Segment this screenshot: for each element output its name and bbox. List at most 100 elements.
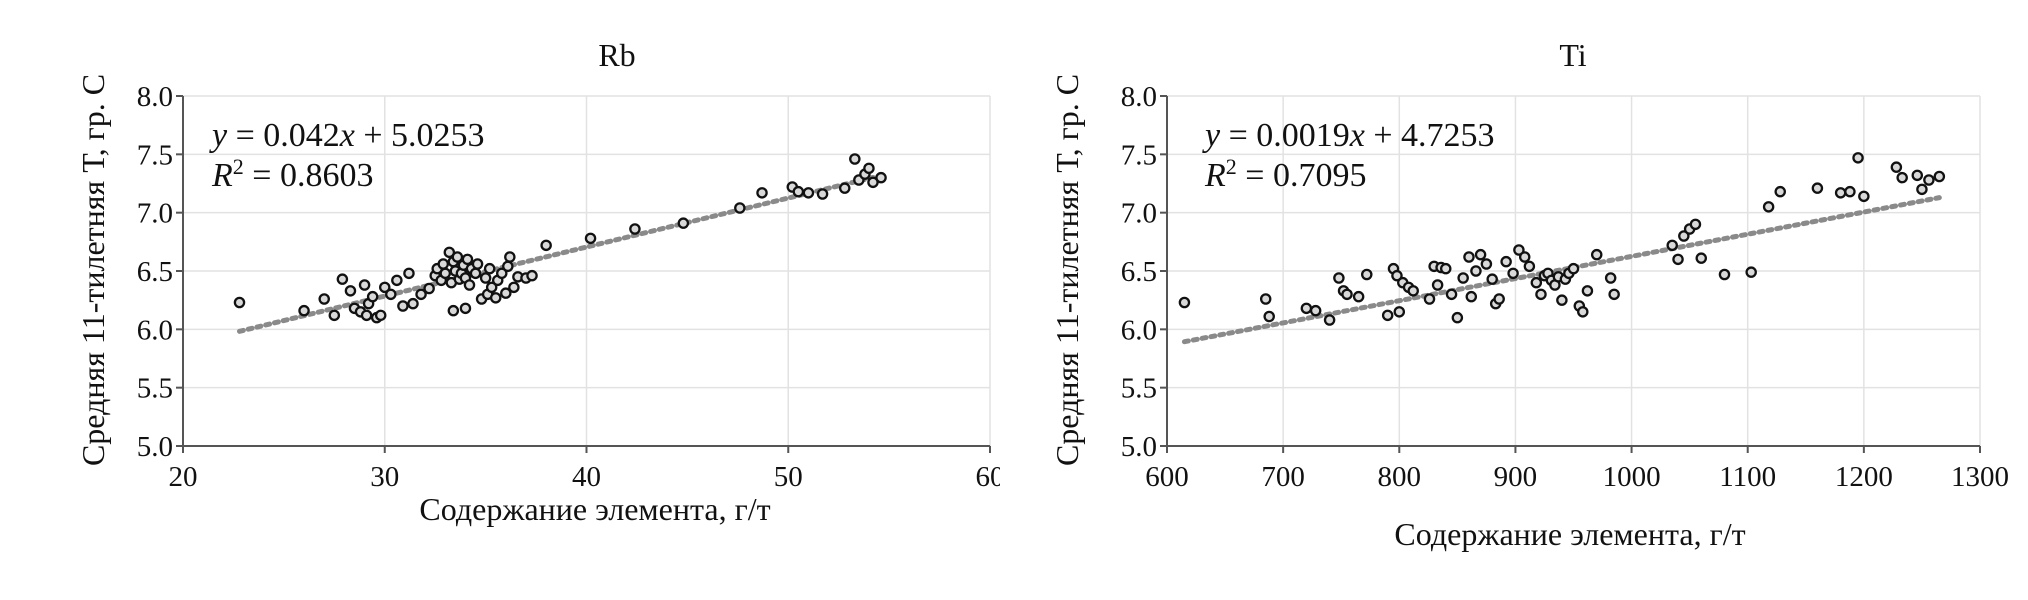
- data-point: [1718, 268, 1731, 281]
- data-point: [318, 293, 330, 305]
- y-axis-label: Средняя 11-тилетняя Т, гр. С: [75, 74, 111, 466]
- data-point: [1890, 161, 1903, 173]
- eq-x: x: [1349, 117, 1365, 154]
- data-point: [443, 246, 456, 259]
- data-point: [1811, 182, 1824, 194]
- data-point: [1486, 273, 1498, 285]
- x-tick-label: 900: [1494, 461, 1538, 493]
- data-point: [734, 202, 746, 214]
- x-tick-label: 1300: [1951, 461, 2009, 493]
- data-point: [802, 187, 815, 199]
- y-tick-label: 5.0: [137, 431, 173, 463]
- trendline-layer: [236, 173, 884, 334]
- gridlines: [1167, 95, 1981, 446]
- data-point: [540, 239, 552, 252]
- points-layer: [233, 153, 887, 324]
- trend-equation: y = 0.0019x + 4.7253: [1202, 117, 1495, 154]
- data-point: [451, 251, 464, 263]
- data-point: [526, 269, 538, 282]
- r-letter: R: [1204, 157, 1226, 194]
- data-point: [1604, 272, 1617, 284]
- data-point: [867, 176, 879, 189]
- x-tick-label: 1100: [1719, 461, 1776, 493]
- data-point: [584, 232, 597, 245]
- data-point: [447, 304, 460, 317]
- x-tick-label: 1000: [1603, 461, 1661, 493]
- chart-title: Ti: [1559, 37, 1586, 73]
- x-tick-label: 600: [1145, 461, 1189, 493]
- r-letter: R: [211, 157, 233, 194]
- data-point: [792, 185, 805, 198]
- data-point: [461, 253, 474, 266]
- data-point: [1391, 269, 1403, 282]
- data-point: [1672, 253, 1684, 266]
- y-tick-label: 6.5: [137, 256, 173, 288]
- x-tick-label: 40: [572, 461, 601, 493]
- data-point: [1470, 265, 1482, 277]
- data-point: [496, 267, 508, 280]
- data-point: [385, 288, 397, 301]
- data-point: [1431, 279, 1444, 291]
- data-point: [1259, 293, 1272, 305]
- data-point: [677, 217, 690, 229]
- x-tick-label: 50: [774, 461, 803, 493]
- data-point: [1480, 258, 1493, 270]
- eq-intercept: + 4.7253: [1365, 117, 1495, 154]
- data-point: [1523, 260, 1536, 273]
- data-point: [415, 288, 427, 301]
- x-tick-labels: 20 30 40 50 60: [169, 446, 1000, 493]
- y-tick-label: 7.5: [1121, 139, 1157, 171]
- data-point: [1695, 252, 1708, 264]
- y-tick-label: 7.5: [137, 139, 173, 171]
- data-point: [378, 281, 391, 294]
- data-point: [437, 258, 450, 270]
- y-tick-label: 6.0: [1121, 314, 1157, 346]
- x-tick-label: 1200: [1835, 461, 1893, 493]
- data-point: [1844, 185, 1856, 198]
- eq-x: x: [339, 117, 355, 154]
- y-tick-label: 7.0: [137, 198, 173, 230]
- chart-ti: 5.0 5.5 6.0 6.5 7.0 7.5 8.0 600 700 800 900 1000 11…: [1049, 37, 2009, 552]
- data-point: [485, 281, 498, 294]
- data-point: [1858, 190, 1870, 203]
- data-point: [1608, 288, 1620, 301]
- data-point: [1263, 310, 1275, 323]
- data-point: [391, 274, 403, 287]
- data-point: [1581, 285, 1594, 297]
- data-point: [1361, 268, 1373, 281]
- eq-y: y: [209, 117, 228, 154]
- data-point: [1916, 183, 1928, 196]
- data-point: [1423, 293, 1436, 305]
- data-point: [1896, 171, 1908, 184]
- data-point: [1341, 288, 1353, 301]
- data-point: [1513, 244, 1525, 256]
- data-point: [502, 260, 514, 273]
- data-point: [1465, 290, 1478, 303]
- data-point: [504, 251, 516, 263]
- data-point: [1535, 288, 1547, 301]
- data-point: [1762, 201, 1775, 213]
- data-point: [1923, 174, 1935, 186]
- x-tick-label: 700: [1261, 461, 1305, 493]
- trendline: [1181, 195, 1942, 345]
- data-point: [1556, 294, 1568, 306]
- r-value: = 0.7095: [1237, 157, 1367, 194]
- r-sup: 2: [1226, 154, 1237, 179]
- data-point: [1309, 304, 1322, 317]
- data-point: [358, 279, 371, 291]
- y-tick-label: 5.0: [1121, 431, 1157, 463]
- data-point: [397, 300, 409, 312]
- eq-coef: = 0.042: [227, 117, 340, 154]
- data-point: [500, 287, 512, 299]
- data-point: [875, 171, 887, 184]
- data-point: [1323, 314, 1336, 326]
- trend-equation: y = 0.042x + 5.0253: [209, 117, 485, 154]
- y-tick-label: 7.0: [1121, 198, 1157, 230]
- r-squared: R2 = 0.7095: [1204, 154, 1366, 194]
- data-point: [1463, 251, 1475, 263]
- y-axis-label: Средняя 11-тилетняя Т, гр. С: [1049, 74, 1085, 466]
- eq-y: y: [1202, 117, 1221, 154]
- data-point: [1493, 293, 1505, 305]
- r-squared: R2 = 0.8603: [211, 154, 373, 194]
- data-point: [1590, 248, 1603, 261]
